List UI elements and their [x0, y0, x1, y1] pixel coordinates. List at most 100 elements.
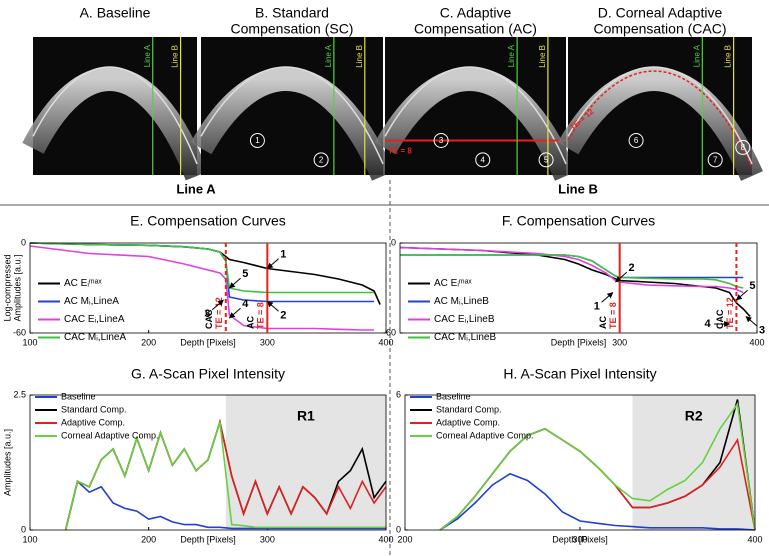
- panel-title: A. Baseline: [80, 5, 151, 21]
- x-tick-label: 300: [572, 534, 587, 544]
- x-tick-label: 400: [749, 337, 764, 347]
- cornea-edge: [384, 66, 567, 165]
- x-tick-label: 100: [22, 534, 37, 544]
- annotation-arrow: [601, 292, 614, 303]
- marker-circle: [475, 152, 491, 168]
- y-tick-label: 2.5: [13, 389, 26, 399]
- y-axis-label: Amplitudes [a.u.]: [2, 429, 12, 496]
- marker-circle: [707, 152, 723, 168]
- y-axis-label: Amplitudes [a.u.]: [12, 254, 22, 321]
- marker-label: 2: [319, 155, 324, 164]
- x-tick-label: 100: [22, 337, 37, 347]
- section-label: Line A: [176, 181, 216, 196]
- cornea: [190, 67, 394, 181]
- cornea-edge: [567, 66, 753, 165]
- annotation-arrow: [228, 307, 241, 319]
- annotation-arrow: [735, 289, 748, 301]
- x-tick-label: 200: [397, 534, 412, 544]
- chart-title: G. A-Scan Pixel Intensity: [131, 366, 285, 382]
- cornea: [22, 67, 209, 181]
- region-label: R2: [685, 408, 703, 424]
- marker-circle: [313, 152, 329, 168]
- marker-circle: [538, 152, 554, 168]
- marker-circle: [735, 139, 751, 155]
- marker-label: 1: [255, 136, 260, 145]
- threshold-method: CAC: [715, 309, 725, 329]
- legend-label: Adaptive Comp.: [436, 417, 500, 427]
- annotation-label: 4: [704, 318, 711, 330]
- legend-label: Corneal Adaptive Comp.: [61, 430, 159, 440]
- annotation-label: 5: [749, 280, 755, 292]
- annotation-label: 3: [759, 324, 765, 336]
- panel-title: Compensation (AC): [414, 21, 537, 37]
- scan-line-label: Line A: [507, 44, 516, 67]
- annotation-label: 3: [204, 308, 210, 320]
- y-tick-label: -60: [383, 327, 396, 337]
- y-tick-label: 0: [21, 524, 26, 534]
- scan-line-label: Line A: [143, 44, 152, 67]
- annotation-label: 2: [629, 262, 635, 274]
- x-tick-label: 300: [612, 337, 627, 347]
- y-tick-label: 0: [396, 524, 401, 534]
- threshold-label: TE = 12: [725, 297, 735, 329]
- cornea-edge: [200, 66, 384, 165]
- plot-frame: [29, 394, 387, 531]
- threshold-method: AC: [246, 316, 256, 329]
- legend-label: AC Eᵢᵐᵃˣ: [434, 278, 472, 289]
- legend-label: Adaptive Comp.: [61, 417, 125, 427]
- x-tick-label: 300: [260, 534, 275, 544]
- annotation-arrow: [266, 301, 279, 312]
- scan-line-label: Line B: [724, 45, 733, 68]
- panel-title: C. Adaptive: [440, 5, 512, 21]
- section-label: Line B: [558, 181, 598, 196]
- x-axis-label: Depth [Pixels]: [551, 337, 607, 347]
- cornea: [374, 67, 577, 181]
- x-axis-label: Depth [Pixels]: [180, 337, 236, 347]
- legend-label: AC Mᵢ,LineA: [64, 296, 119, 307]
- panel-title: B. Standard: [255, 5, 329, 21]
- annotation-label: 5: [242, 268, 248, 280]
- x-tick-label: 400: [747, 534, 762, 544]
- annotation-arrow: [745, 316, 758, 327]
- chart-title: H. A-Scan Pixel Intensity: [503, 366, 656, 382]
- legend-label: CAC Mᵢ,LineA: [64, 332, 126, 343]
- cornea: [557, 67, 763, 181]
- threshold-curve: [567, 70, 753, 169]
- scan-line-label: Line B: [538, 45, 547, 68]
- legend-label: Baseline: [436, 391, 471, 401]
- marker-label: 8: [741, 143, 746, 152]
- panel-title: D. Corneal Adaptive: [598, 5, 723, 21]
- x-tick-label: 200: [141, 534, 156, 544]
- annotation-arrow: [211, 299, 224, 311]
- marker-label: 3: [439, 136, 444, 145]
- legend-label: AC Mᵢ,LineB: [434, 296, 489, 307]
- annotation-arrow: [266, 258, 279, 269]
- chart-title: F. Compensation Curves: [502, 213, 655, 229]
- panel-title: Compensation (SC): [231, 21, 354, 37]
- scan-line-label: Line B: [171, 45, 180, 68]
- x-tick-label: 400: [378, 337, 393, 347]
- legend-label: Corneal Adaptive Comp.: [436, 430, 534, 440]
- scan-line-label: Line A: [324, 44, 333, 67]
- y-tick-label: 6: [396, 389, 401, 399]
- plot-frame: [29, 242, 387, 334]
- annotation-label: 4: [242, 298, 249, 310]
- legend-label: Standard Comp.: [61, 404, 127, 414]
- chart-title: E. Compensation Curves: [130, 213, 286, 229]
- x-axis-label: Depth [Pixels]: [180, 534, 236, 544]
- annotation-arrow: [228, 277, 241, 289]
- series-line: [64, 479, 386, 531]
- series-line: [439, 401, 756, 531]
- marker-circle: [249, 133, 265, 148]
- threshold-method: CAC: [204, 309, 214, 329]
- legend-label: Standard Comp.: [436, 404, 502, 414]
- x-tick-label: 200: [141, 337, 156, 347]
- x-tick-label: 400: [378, 534, 393, 544]
- threshold-method: AC: [598, 316, 608, 329]
- y-tick-label: -60: [13, 327, 26, 337]
- threshold-label: TE = 12: [214, 297, 224, 329]
- marker-label: 5: [544, 155, 549, 164]
- annotation-label: 1: [594, 300, 600, 312]
- x-axis-label: Depth [Pixels]: [552, 534, 608, 544]
- marker-label: 7: [713, 155, 718, 164]
